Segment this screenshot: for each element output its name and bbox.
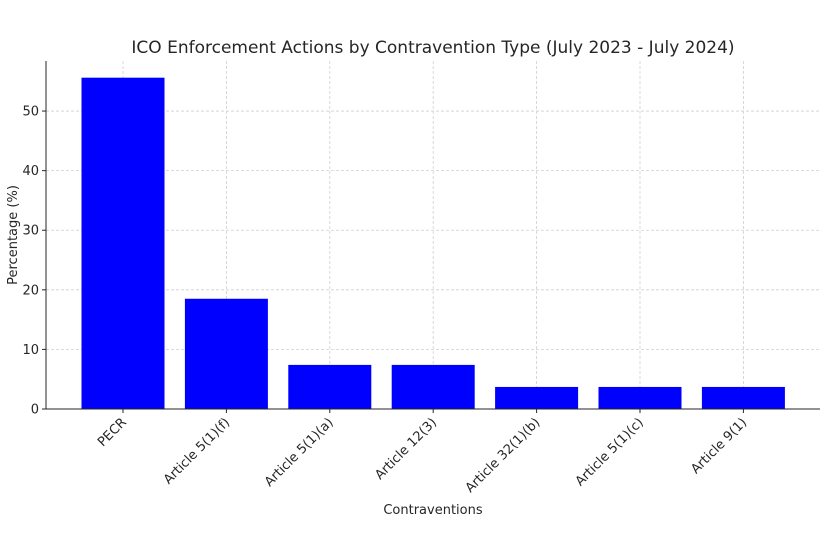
bar <box>598 386 682 409</box>
bar <box>701 386 785 409</box>
bar <box>81 77 165 409</box>
bars <box>81 77 785 409</box>
y-tick-label: 40 <box>22 164 39 179</box>
y-tick-label: 30 <box>22 224 39 239</box>
x-tick-label: Article 32(1)(b) <box>463 415 544 496</box>
x-tick-label: Article 12(3) <box>372 415 440 483</box>
y-axis-label: Percentage (%) <box>6 185 21 285</box>
chart-title: ICO Enforcement Actions by Contravention… <box>131 38 734 58</box>
bar <box>288 364 372 409</box>
x-axis-label: Contraventions <box>383 503 483 518</box>
bar <box>495 386 579 409</box>
x-tick-label: Article 5(1)(a) <box>262 415 337 490</box>
x-tick-label: Article 9(1) <box>688 415 750 477</box>
bar <box>184 298 268 409</box>
y-tick-label: 10 <box>22 343 39 358</box>
x-tick-label: PECR <box>95 415 130 450</box>
y-ticks: 0 10 20 30 40 50 <box>22 105 46 418</box>
bar <box>391 364 475 409</box>
y-tick-label: 50 <box>22 105 39 120</box>
x-tick-label: Article 5(1)(c) <box>573 415 647 489</box>
x-tick-label: Article 5(1)(f) <box>161 415 233 487</box>
y-tick-label: 0 <box>31 403 39 418</box>
y-tick-label: 20 <box>22 283 39 298</box>
x-ticks: PECR Article 5(1)(f) Article 5(1)(a) Articl… <box>95 409 750 496</box>
